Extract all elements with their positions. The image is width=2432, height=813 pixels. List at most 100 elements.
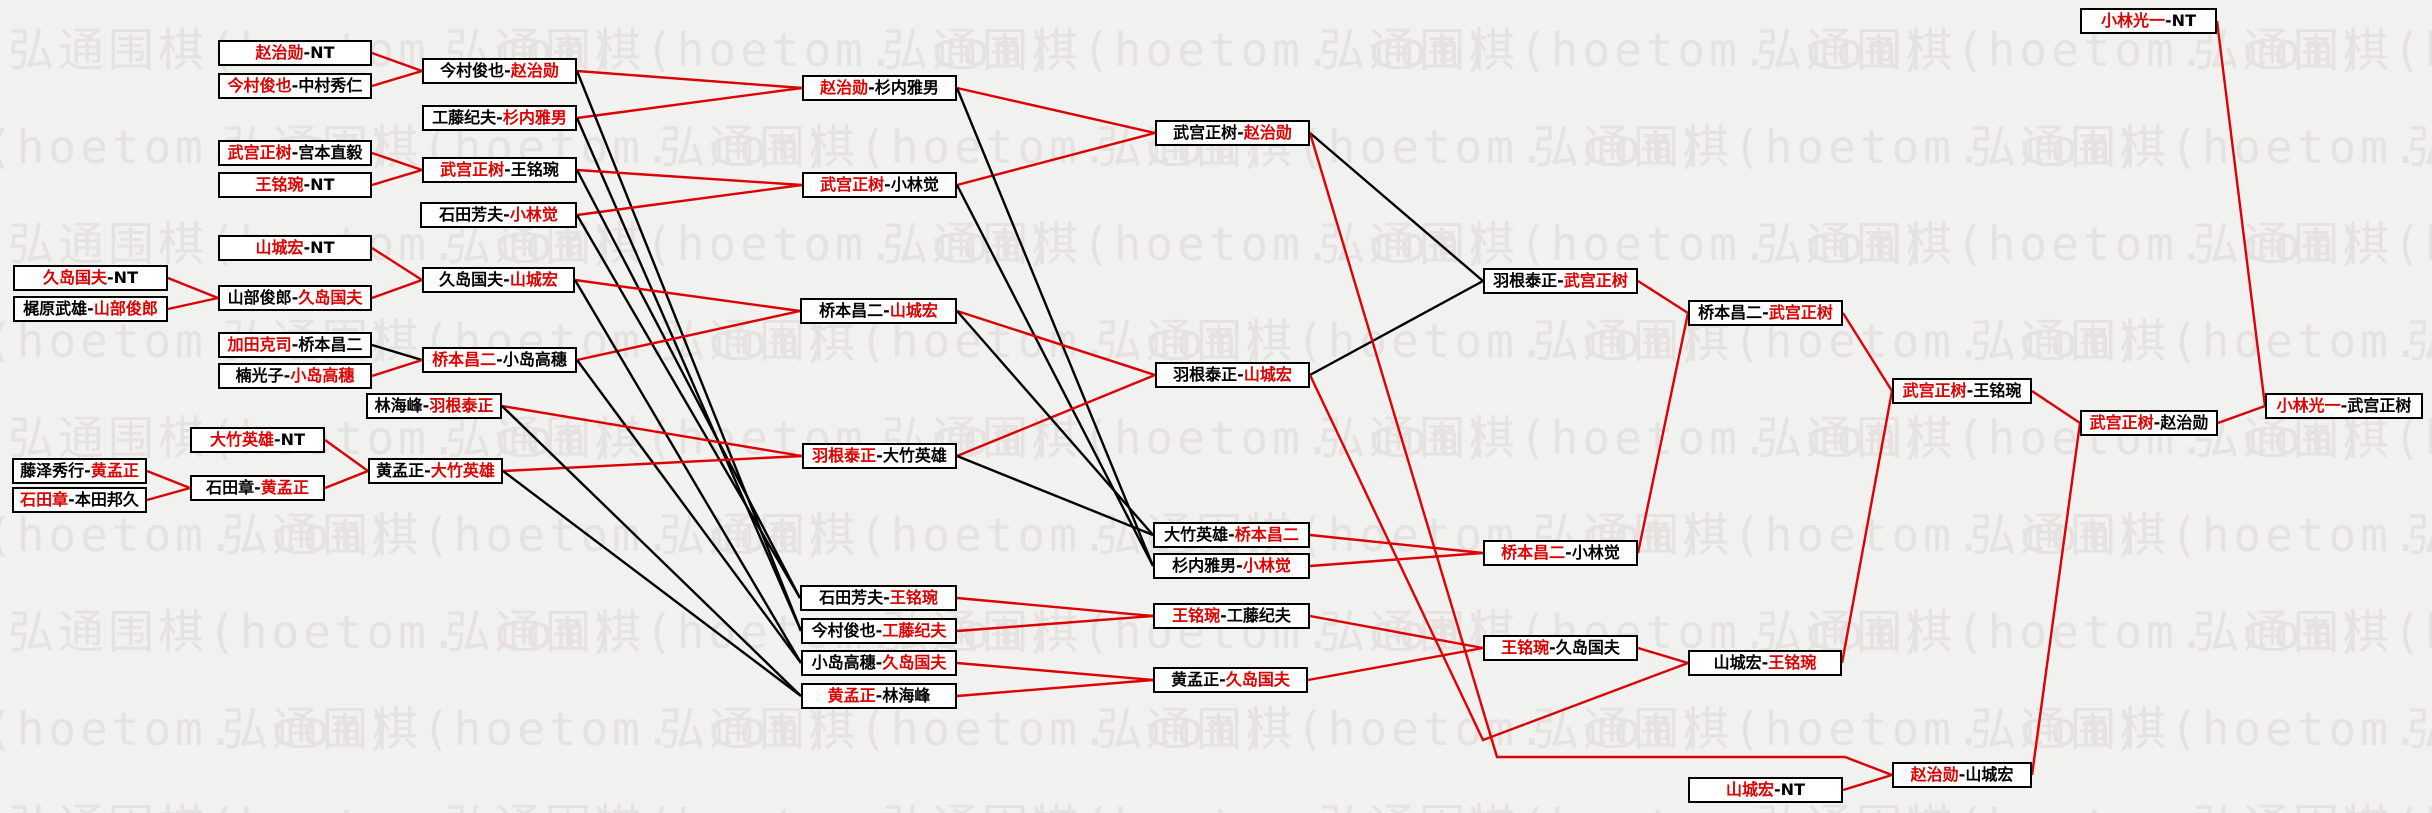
winner-advance-line <box>1309 551 1484 568</box>
match-box[interactable]: 赵治勋-杉内雅男 <box>802 75 957 101</box>
loser-name: 今村俊也- <box>811 621 883 640</box>
loser-name: 楠光子- <box>235 366 291 385</box>
match-box[interactable]: 久岛国夫-NT <box>13 265 168 291</box>
winner-advance-line <box>956 309 1156 377</box>
match-box[interactable]: 大竹英雄-NT <box>190 427 325 453</box>
loser-name: 石田章- <box>206 478 261 497</box>
winner-advance-line <box>371 69 423 88</box>
loser-name: -中村秀仁 <box>291 76 363 95</box>
match-box[interactable]: 杉内雅男-小林觉 <box>1153 553 1310 579</box>
loser-advance-line <box>1309 132 1484 282</box>
match-box[interactable]: 山城宏-NT <box>218 235 372 261</box>
winner-name: 杉内雅男 <box>502 108 567 127</box>
match-box[interactable]: 今村俊也-工藤纪夫 <box>801 618 957 644</box>
winner-name: 小林光一 <box>2101 11 2166 30</box>
loser-name: 武宫正树- <box>1173 123 1244 142</box>
loser-advance-line <box>955 184 1155 567</box>
match-box[interactable]: 楠光子-小岛高穗 <box>218 363 372 389</box>
winner-name: 赵治勋 <box>1910 765 1959 784</box>
match-box[interactable]: 羽根泰正-武宫正树 <box>1483 268 1638 294</box>
loser-name: 林海峰- <box>374 396 430 415</box>
winner-name: 黄孟正 <box>260 478 309 497</box>
winner-name: 王铭琬 <box>1501 638 1550 657</box>
match-box[interactable]: 大竹英雄-桥本昌二 <box>1153 522 1310 548</box>
winner-name: 久岛国夫 <box>1225 670 1290 689</box>
winner-name: 山城宏 <box>255 238 304 257</box>
loser-name: 羽根泰正- <box>1173 365 1244 384</box>
loser-name: 石田芳夫- <box>819 588 890 607</box>
winner-advance-line <box>146 469 191 490</box>
winner-name: 武宫正树 <box>1902 381 1967 400</box>
match-box[interactable]: 今村俊也-中村秀仁 <box>218 73 372 99</box>
winner-name: 赵治勋 <box>255 43 304 62</box>
match-box[interactable]: 桥本昌二-小岛高穗 <box>422 347 577 373</box>
match-box[interactable]: 黄孟正-久岛国夫 <box>1153 667 1308 693</box>
match-box[interactable]: 加田克司-桥本昌二 <box>218 332 372 358</box>
match-box[interactable]: 武宫正树-王铭琬 <box>422 157 577 183</box>
winner-advance-line <box>956 131 1156 187</box>
match-box[interactable]: 山部俊郎-久岛国夫 <box>218 285 372 311</box>
winner-advance-line <box>576 69 803 90</box>
loser-advance-line <box>575 117 803 632</box>
match-box[interactable]: 今村俊也-赵治勋 <box>422 58 577 84</box>
match-box[interactable]: 武宫正树-赵治勋 <box>2080 410 2218 436</box>
match-box[interactable]: 赵治勋-山城宏 <box>1892 762 2032 788</box>
match-box[interactable]: 武宫正树-宫本直毅 <box>218 140 372 166</box>
match-box[interactable]: 桥本昌二-小林觉 <box>1483 540 1638 566</box>
match-box[interactable]: 小林光一-武宫正树 <box>2265 393 2423 419</box>
loser-name: 山部俊郎- <box>227 288 299 307</box>
loser-advance-line <box>575 214 802 599</box>
winner-advance-line <box>1636 312 1690 554</box>
winner-advance-line <box>1637 646 1689 665</box>
match-box[interactable]: 林海峰-羽根泰正 <box>366 393 502 419</box>
match-box[interactable]: 工藤纪夫-杉内雅男 <box>422 105 577 131</box>
winner-advance-line <box>956 373 1156 458</box>
match-box[interactable]: 石田章-黄孟正 <box>190 475 325 501</box>
match-box[interactable]: 王铭琬-NT <box>218 172 372 198</box>
match-box[interactable]: 久岛国夫-山城宏 <box>422 267 575 293</box>
loser-name: -山城宏 <box>1958 765 2014 784</box>
match-box[interactable]: 王铭琬-久岛国夫 <box>1483 635 1638 661</box>
match-box[interactable]: 黄孟正-大竹英雄 <box>368 458 503 484</box>
match-box[interactable]: 小岛高穗-久岛国夫 <box>801 650 957 676</box>
winner-advance-line <box>371 246 423 282</box>
match-box[interactable]: 羽根泰正-大竹英雄 <box>802 443 957 469</box>
match-box[interactable]: 石田章-本田邦久 <box>12 487 147 513</box>
loser-name: -久岛国夫 <box>1549 638 1620 657</box>
match-box[interactable]: 王铭琬-工藤纪夫 <box>1153 603 1310 629</box>
loser-advance-line <box>573 279 803 664</box>
match-box[interactable]: 武宫正树-赵治勋 <box>1155 120 1310 146</box>
match-box[interactable]: 桥本昌二-武宫正树 <box>1688 300 1843 326</box>
loser-name: 久岛国夫- <box>439 270 510 289</box>
match-box[interactable]: 武宫正树-小林觉 <box>802 172 957 198</box>
winner-advance-line <box>1308 374 1689 742</box>
winner-name: 羽根泰正 <box>812 446 877 465</box>
winner-advance-line <box>576 309 801 362</box>
winner-advance-line <box>956 661 1154 682</box>
winner-name: 武宫正树 <box>2089 413 2154 432</box>
winner-name: 武宫正树 <box>1563 271 1628 290</box>
match-box[interactable]: 山城宏-王铭琬 <box>1688 650 1842 676</box>
match-box[interactable]: 小林光一-NT <box>2080 8 2217 34</box>
match-box[interactable]: 石田芳夫-王铭琬 <box>800 585 957 611</box>
winner-advance-line <box>1307 646 1484 682</box>
winner-name: 桥本昌二 <box>1501 543 1566 562</box>
match-box[interactable]: 石田芳夫-小林觉 <box>420 202 577 228</box>
loser-name: 桥本昌二- <box>819 301 890 320</box>
match-box[interactable]: 黄孟正-林海峰 <box>801 683 957 709</box>
loser-name: 山城宏- <box>1713 653 1769 672</box>
match-box[interactable]: 赵治勋-NT <box>218 40 372 66</box>
match-box[interactable]: 羽根泰正-山城宏 <box>1155 362 1310 388</box>
winner-name: 大竹英雄 <box>210 430 275 449</box>
match-box[interactable]: 武宫正树-王铭琬 <box>1892 378 2032 404</box>
loser-name: 藤泽秀行- <box>20 461 91 480</box>
match-box[interactable]: 藤泽秀行-黄孟正 <box>12 458 147 484</box>
match-box[interactable]: 山城宏-NT <box>1688 777 1843 803</box>
winner-advance-line <box>956 678 1154 698</box>
match-box[interactable]: 梶原武雄-山部俊郎 <box>13 296 168 322</box>
winner-name: 赵治勋 <box>820 78 869 97</box>
winner-advance-line <box>324 469 369 490</box>
winner-advance-line <box>2215 20 2267 407</box>
match-box[interactable]: 桥本昌二-山城宏 <box>800 298 957 324</box>
loser-name: 梶原武雄- <box>23 299 94 318</box>
